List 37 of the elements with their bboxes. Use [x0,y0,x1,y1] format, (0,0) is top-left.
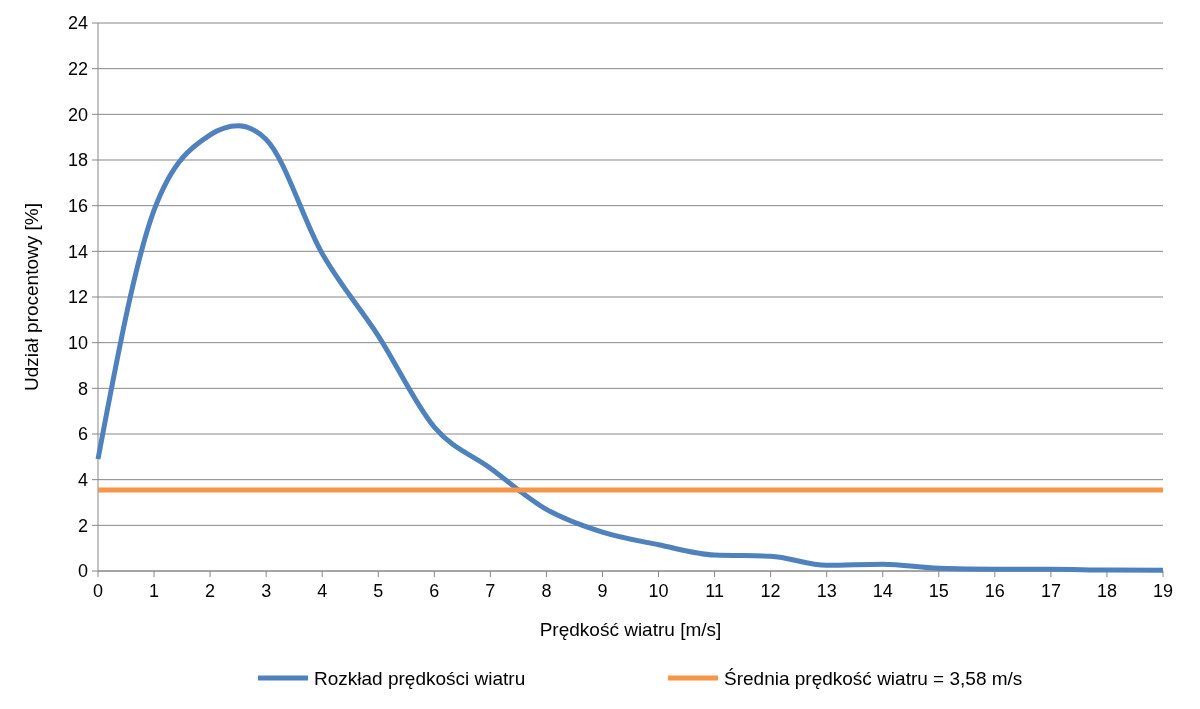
y-axis-title: Udział procentowy [%] [21,203,42,391]
x-tick-label: 12 [760,581,781,601]
x-tick-label: 2 [205,581,216,601]
x-tick-label: 3 [261,581,272,601]
y-tick-label: 16 [67,195,88,216]
y-tick-label: 14 [67,241,88,262]
x-tick-label: 18 [1096,581,1117,601]
legend-label: Rozkład prędkości wiatru [314,667,526,689]
x-tick-label: 4 [317,581,328,601]
x-tick-label: 13 [816,581,837,601]
y-tick-label: 0 [77,561,88,582]
y-tick-label: 6 [77,424,88,445]
x-tick-label: 19 [1152,581,1174,601]
x-tick-label: 11 [705,581,724,601]
x-tick-label: 17 [1040,581,1061,601]
x-tick-label: 15 [928,581,949,601]
x-tick-label: 14 [872,581,893,601]
y-tick-label: 18 [67,150,88,171]
y-tick-label: 10 [67,332,88,353]
y-tick-label: 8 [77,378,88,399]
y-tick-label: 24 [67,13,88,34]
x-tick-label: 9 [597,581,608,601]
y-tick-label: 20 [67,104,88,125]
x-tick-label: 5 [373,581,384,601]
x-tick-label: 1 [149,581,160,601]
x-tick-label: 6 [429,581,440,601]
x-tick-label: 8 [541,581,552,601]
legend-label: Średnia prędkość wiatru = 3,58 m/s [724,667,1023,689]
x-axis-title: Prędkość wiatru [m/s] [539,619,722,640]
x-tick-label: 10 [648,581,669,601]
x-tick-label: 0 [92,581,104,601]
y-tick-label: 4 [77,469,88,490]
y-tick-label: 22 [67,58,88,79]
x-tick-label: 16 [984,581,1005,601]
y-tick-label: 12 [67,287,88,308]
y-tick-label: 2 [77,515,88,536]
x-tick-label: 7 [485,581,496,601]
